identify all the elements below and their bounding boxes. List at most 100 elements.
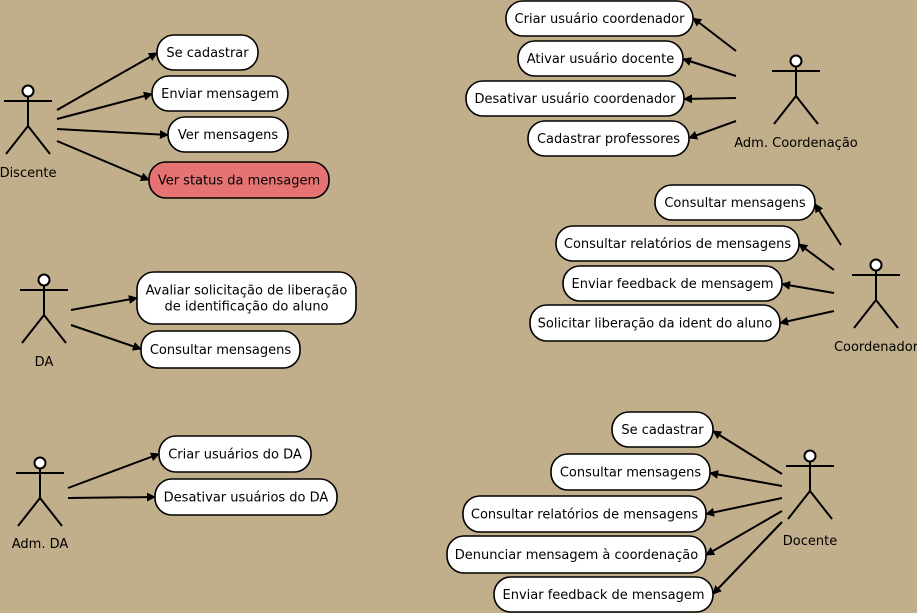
actor-adm-coordenacao: Adm. Coordenação xyxy=(734,54,858,151)
usecase-shape xyxy=(148,161,330,199)
usecase-cadastrar-professores[interactable]: Cadastrar professores xyxy=(527,120,690,157)
association-arrow xyxy=(705,510,783,556)
usecase-label: Enviar mensagem xyxy=(161,87,279,102)
usecase-consultar-relatorios-de-mensagens[interactable]: Consultar relatórios de mensagens xyxy=(462,495,707,533)
association-arrow xyxy=(692,17,737,52)
usecase-consultar-relatorios-de-mensagens[interactable]: Consultar relatórios de mensagens xyxy=(555,225,800,262)
usecase-shape xyxy=(562,265,783,302)
usecase-enviar-feedback-de-mensagem[interactable]: Enviar feedback de mensagem xyxy=(562,265,783,302)
actor-da: DA xyxy=(20,273,68,370)
association-arrow xyxy=(781,280,835,294)
usecase-consultar-mensagens[interactable]: Consultar mensagens xyxy=(140,330,301,369)
usecase-shape xyxy=(156,34,259,71)
actors: Discente Adm. Coordenação Coordenador DA Adm… xyxy=(0,54,917,552)
actor-docente: Docente xyxy=(783,449,837,549)
actor-label: Docente xyxy=(783,534,837,549)
actor-adm-da: Adm. DA xyxy=(12,456,69,552)
usecase-criar-usuarios-do-da[interactable]: Criar usuários do DA xyxy=(158,435,312,473)
usecase-label: Enviar feedback de mensagem xyxy=(572,277,774,292)
association-arrow xyxy=(56,91,153,120)
usecase-label: Desativar usuários do DA xyxy=(164,491,329,506)
association-arrow xyxy=(682,57,737,77)
usecase-label: Consultar mensagens xyxy=(150,343,292,358)
actor-coordenador: Coordenador xyxy=(834,258,917,355)
usecase-shape xyxy=(527,120,690,157)
actor-label: Adm. Coordenação xyxy=(734,136,858,151)
usecase-criar-usuario-coordenador[interactable]: Criar usuário coordenador xyxy=(505,0,694,37)
usecase-shape xyxy=(446,535,707,574)
usecase-label: Denunciar mensagem à coordenação xyxy=(455,548,698,563)
usecase-label: Consultar mensagens xyxy=(560,466,702,481)
usecase-ativar-usuario-docente[interactable]: Ativar usuário docente xyxy=(517,40,684,77)
usecase-shape xyxy=(505,0,694,37)
actor-label: Discente xyxy=(0,166,56,181)
association-arrow xyxy=(779,310,835,326)
stick-figure-icon xyxy=(852,258,900,329)
usecase-shape xyxy=(462,495,707,533)
usecase-shape xyxy=(158,435,312,473)
association-arrow xyxy=(67,492,156,502)
usecase-label: Criar usuário coordenador xyxy=(515,12,686,27)
usecase-shape xyxy=(465,80,685,117)
association-arrow xyxy=(683,94,737,104)
usecase-label: Ativar usuário docente xyxy=(527,52,674,67)
usecase-label: Avaliar solicitação de liberação xyxy=(146,284,348,299)
usecase-se-cadastrar[interactable]: Se cadastrar xyxy=(156,34,259,71)
stick-figure-icon xyxy=(20,273,68,344)
usecase-consultar-mensagens[interactable]: Consultar mensagens xyxy=(550,453,711,491)
usecase-label: de identificação do aluno xyxy=(164,300,328,315)
association-arrow xyxy=(56,128,169,140)
usecase-shape xyxy=(517,40,684,77)
association-arrow xyxy=(56,52,158,111)
usecase-label: Consultar relatórios de mensagens xyxy=(564,237,791,252)
association-arrow xyxy=(67,452,160,489)
usecase-shape xyxy=(529,304,781,342)
association-arrow xyxy=(712,521,783,595)
usecase-se-cadastrar[interactable]: Se cadastrar xyxy=(611,411,714,448)
actor-label: Adm. DA xyxy=(12,537,69,552)
actor-label: Coordenador xyxy=(834,340,917,355)
stick-figure-icon xyxy=(772,54,820,125)
association-arrow xyxy=(688,120,737,140)
usecase-ver-mensagens[interactable]: Ver mensagens xyxy=(167,116,289,153)
association-arrow xyxy=(814,203,842,246)
association-arrow xyxy=(70,324,142,351)
usecase-shape xyxy=(136,271,357,325)
usecase-enviar-feedback-de-mensagem[interactable]: Enviar feedback de mensagem xyxy=(493,576,714,613)
actor-label: DA xyxy=(35,355,54,370)
usecase-shape xyxy=(654,184,816,221)
usecase-label: Solicitar liberação da ident do aluno xyxy=(538,317,773,332)
usecase-label: Se cadastrar xyxy=(621,423,704,438)
association-arrow xyxy=(712,430,783,475)
usecase-enviar-mensagem[interactable]: Enviar mensagem xyxy=(151,75,289,112)
stick-figure-icon xyxy=(16,456,64,527)
usecase-desativar-usuario-coordenador[interactable]: Desativar usuário coordenador xyxy=(465,80,685,117)
stick-figure-icon xyxy=(786,449,834,520)
usecase-label: Enviar feedback de mensagem xyxy=(503,588,705,603)
usecase-shape xyxy=(167,116,289,153)
usecase-shape xyxy=(555,225,800,262)
actor-discente: Discente xyxy=(0,84,56,181)
usecase-label: Ver mensagens xyxy=(178,128,278,143)
usecase-shape xyxy=(493,576,714,613)
usecase-shape xyxy=(550,453,711,491)
usecase-consultar-mensagens[interactable]: Consultar mensagens xyxy=(654,184,816,221)
usecase-shape xyxy=(611,411,714,448)
usecase-label: Consultar mensagens xyxy=(664,196,806,211)
usecase-shape xyxy=(154,478,338,516)
association-arrow xyxy=(705,497,783,517)
usecase-solicitar-liberacao-da-ident-do-aluno[interactable]: Solicitar liberação da ident do aluno xyxy=(529,304,781,342)
usecase-label: Criar usuários do DA xyxy=(168,448,302,463)
usecase-desativar-usuarios-do-da[interactable]: Desativar usuários do DA xyxy=(154,478,338,516)
usecase-shape xyxy=(140,330,301,369)
stick-figure-icon xyxy=(4,84,52,155)
usecase-shape xyxy=(151,75,289,112)
usecase-label: Desativar usuário coordenador xyxy=(474,92,676,107)
association-arrow xyxy=(56,140,150,181)
usecase-ver-status-da-mensagem[interactable]: Ver status da mensagem xyxy=(148,161,330,199)
usecase-label: Se cadastrar xyxy=(166,46,249,61)
usecase-denunciar-mensagem-a-coordenacao[interactable]: Denunciar mensagem à coordenação xyxy=(446,535,707,574)
usecase-label: Cadastrar professores xyxy=(537,132,680,147)
